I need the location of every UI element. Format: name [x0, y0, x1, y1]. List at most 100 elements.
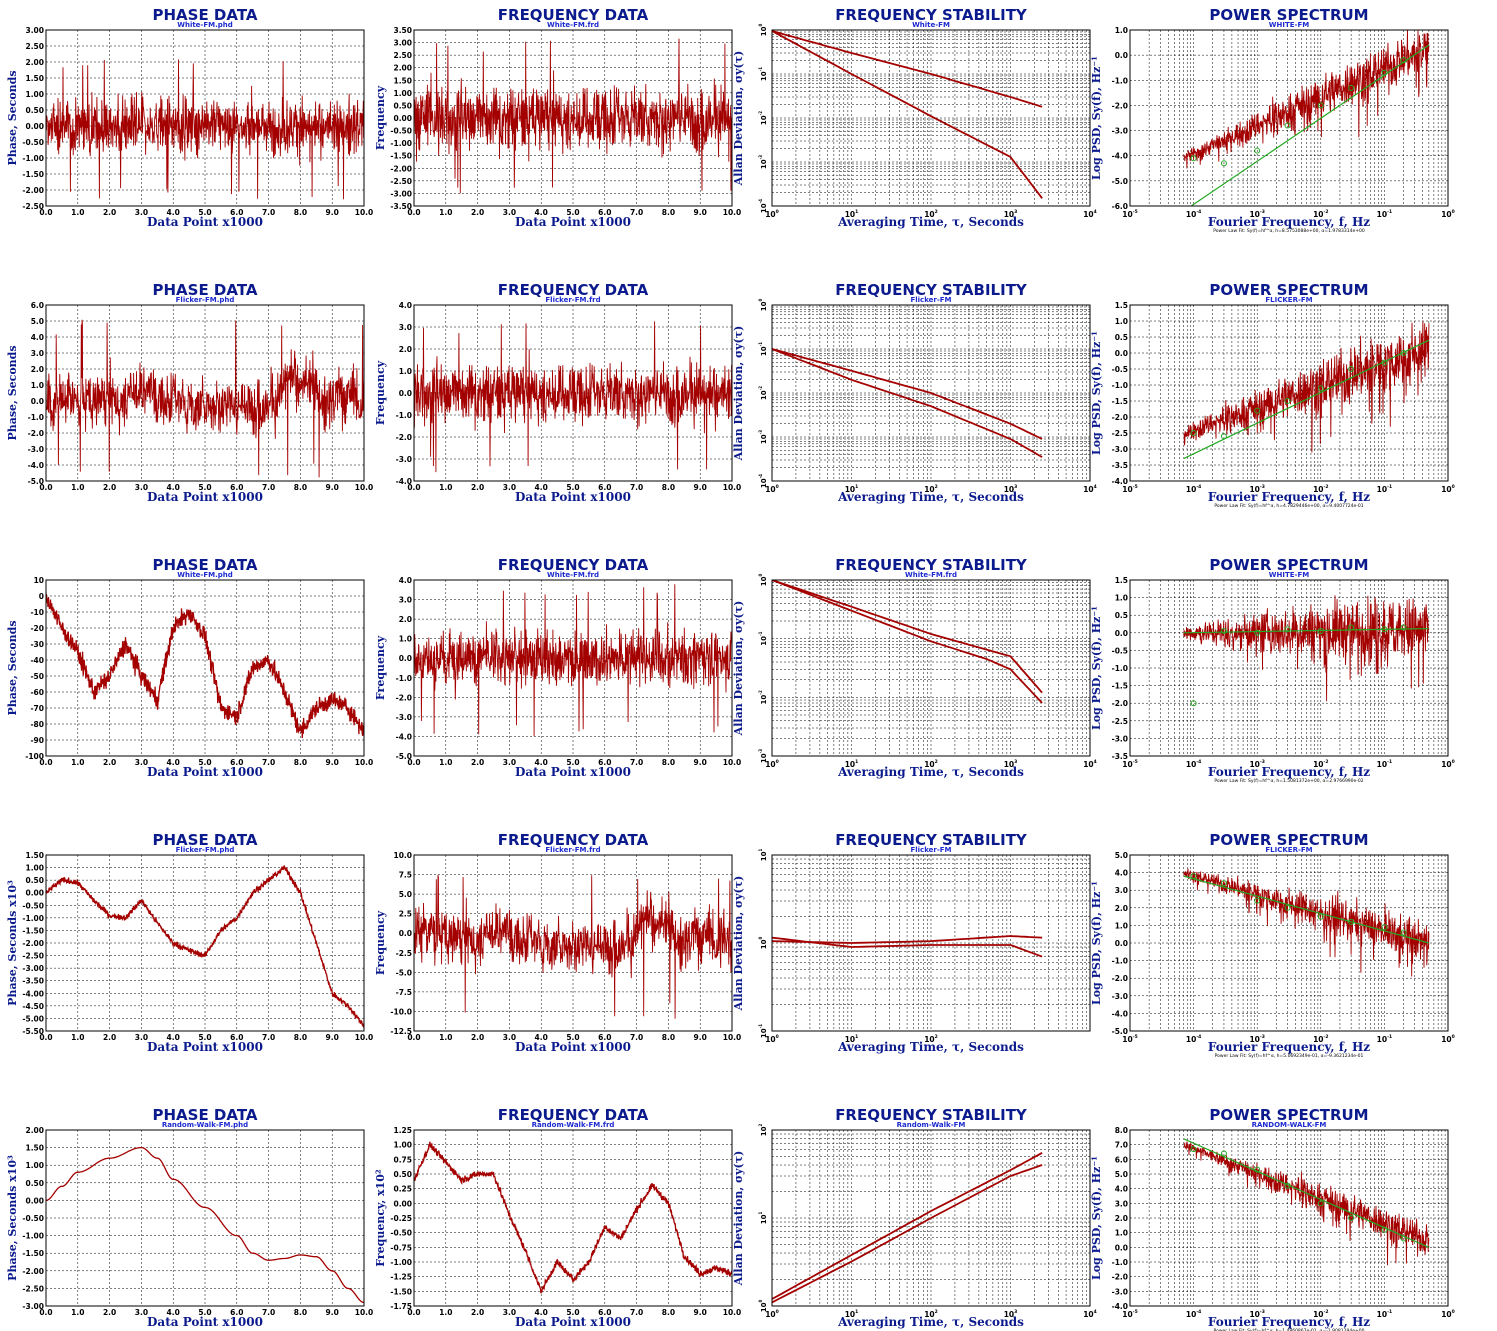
y-tick-label: 3.50 [393, 26, 412, 35]
y-tick-label: -1.50 [390, 152, 412, 161]
y-tick-label: -2.0 [396, 433, 412, 442]
x-tick-label: 103 [1004, 209, 1018, 219]
x-tick-label: 100 [1441, 759, 1455, 769]
x-tick-label: 10-4 [1186, 484, 1201, 494]
y-tick-label: 1.50 [25, 74, 44, 83]
x-tick-label: 5.0 [566, 1308, 579, 1317]
y-tick-label: -100 [25, 752, 44, 761]
y-tick-label: 10-2 [758, 111, 768, 125]
y-tick-label: -5.00 [22, 1014, 44, 1023]
data-trace [414, 38, 732, 194]
y-tick-label: 4.0 [31, 333, 44, 342]
x-tick-label: 1.0 [439, 1308, 452, 1317]
x-tick-label: 10-4 [1186, 1309, 1201, 1319]
y-tick-label: -2.50 [22, 202, 44, 211]
x-tick-label: 100 [1441, 209, 1455, 219]
y-tick-label: 0.5 [1115, 611, 1128, 620]
y-tick-label: 0.00 [25, 1196, 44, 1205]
y-tick-label: -3.50 [390, 202, 412, 211]
y-tick-label: 0.50 [393, 1170, 412, 1179]
y-tick-label: -2.00 [390, 164, 412, 173]
plot-frame [413, 579, 733, 757]
y-tick-label: 100 [758, 937, 768, 950]
x-tick-label: 2.0 [471, 483, 484, 492]
x-tick-label: 102 [924, 209, 938, 219]
chart-title: FREQUENCY STABILITY [835, 6, 1028, 24]
y-tick-label: 1.25 [393, 1126, 412, 1135]
y-axis-label: Phase, Seconds [6, 345, 19, 440]
y-tick-label: -2.00 [22, 1267, 44, 1276]
y-tick-label: -40 [30, 656, 44, 665]
x-tick-label: 8.0 [294, 1033, 307, 1042]
x-axis-label: Fourier Frequency, f, Hz [1208, 490, 1370, 504]
x-tick-label: 9.0 [326, 1033, 339, 1042]
x-tick-label: 10-2 [1313, 484, 1328, 494]
x-axis-label: Data Point x1000 [147, 765, 263, 779]
x-tick-label: 2.0 [471, 208, 484, 217]
x-tick-label: 2.0 [103, 1033, 116, 1042]
y-tick-label: 100 [758, 1300, 768, 1313]
x-tick-label: 4.0 [535, 1308, 548, 1317]
fit-point [1348, 918, 1355, 925]
x-tick-label: 5.0 [198, 1308, 211, 1317]
fit-point [1254, 1166, 1261, 1173]
plot-frame [45, 29, 365, 207]
y-tick-label: 0.00 [393, 114, 412, 123]
data-trace [46, 1146, 364, 1304]
y-tick-label: -5.0 [28, 477, 44, 486]
x-tick-label: 6.0 [598, 483, 611, 492]
y-tick-label: 0.0 [399, 389, 412, 398]
y-tick-label: -0.50 [22, 901, 44, 910]
gridlines [771, 1130, 1090, 1307]
fit-point [1254, 407, 1261, 414]
y-axis-label: Allan Deviation, σy(τ) [732, 601, 745, 737]
y-axis-label: Frequency [374, 360, 387, 425]
y-axis-label: Log PSD, Sy(f), Hz⁻¹ [1090, 881, 1103, 1005]
chart-subtitle: Flicker-FM [910, 296, 951, 304]
x-tick-label: 0.0 [39, 758, 52, 767]
x-tick-label: 103 [1004, 759, 1018, 769]
plot-area [772, 935, 1043, 958]
y-tick-label: 5.0 [1115, 1170, 1128, 1179]
x-tick-label: 101 [845, 1309, 859, 1319]
x-axis-label: Averaging Time, τ, Seconds [837, 490, 1024, 504]
y-tick-label: -0.5 [1112, 646, 1128, 655]
x-tick-label: 0.0 [407, 483, 420, 492]
plot-area [46, 1146, 364, 1304]
y-tick-label: 4.0 [399, 576, 412, 585]
fit-point [1254, 629, 1261, 636]
fit-point [1381, 1226, 1388, 1233]
adev-series [772, 348, 1043, 440]
x-tick-label: 9.0 [694, 483, 707, 492]
y-tick-label: -0.5 [1112, 365, 1128, 374]
y-axis-label: Frequency [374, 910, 387, 975]
y-tick-label: 2.5 [399, 910, 412, 919]
power-law-fit-line [1183, 339, 1430, 460]
x-tick-label: 2.0 [471, 1308, 484, 1317]
x-tick-label: 10.0 [723, 1033, 742, 1042]
y-tick-label: 0.0 [1115, 629, 1128, 638]
y-tick-label: -2.5 [1112, 429, 1128, 438]
plot-area [772, 580, 1043, 704]
fit-point [1400, 350, 1407, 356]
chart-title: POWER SPECTRUM [1209, 556, 1368, 574]
y-tick-label: -4.0 [396, 477, 412, 486]
psd-trace [1183, 868, 1430, 977]
fit-point [1348, 84, 1355, 91]
x-tick-label: 10.0 [355, 1308, 374, 1317]
x-tick-label: 8.0 [294, 1308, 307, 1317]
y-tick-label: 3.0 [1115, 886, 1128, 895]
y-tick-label: -3.00 [22, 964, 44, 973]
x-axis-label: Fourier Frequency, f, Hz [1208, 1040, 1370, 1054]
y-tick-label: 101 [758, 1212, 768, 1225]
x-tick-label: 0.0 [39, 1308, 52, 1317]
fit-point [1400, 929, 1407, 936]
y-tick-label: 0.75 [393, 1155, 412, 1164]
x-tick-label: 0.0 [407, 208, 420, 217]
y-tick-label: 10-1 [758, 342, 768, 356]
y-tick-label: 1.50 [25, 851, 44, 860]
y-tick-label: 7.5 [399, 871, 412, 880]
